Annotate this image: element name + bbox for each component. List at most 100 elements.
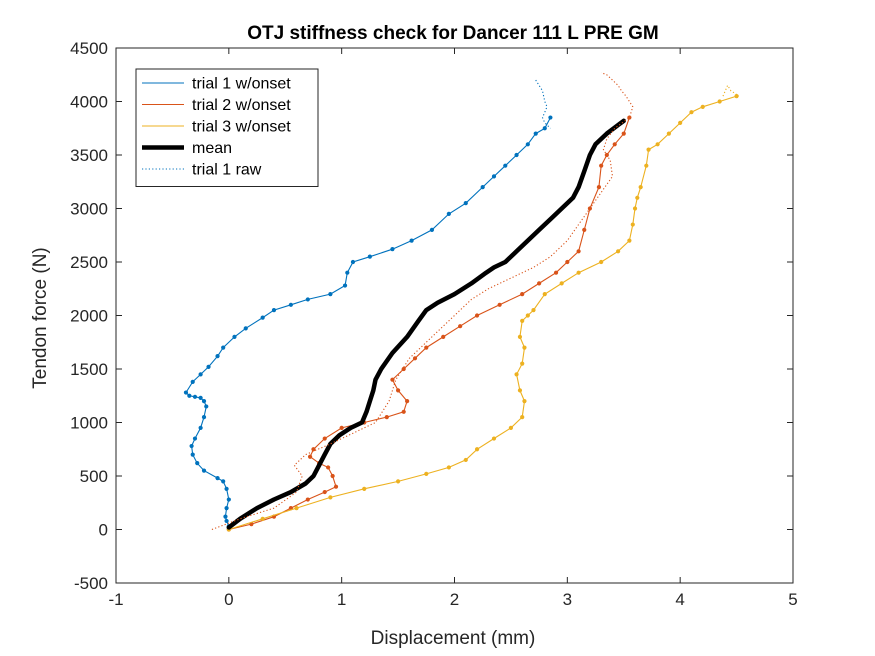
- y-tick-label: 2000: [70, 307, 108, 326]
- data-point-trial-2-w-onset: [621, 131, 626, 136]
- data-point-trial-1-w-onset: [224, 506, 229, 511]
- data-point-trial-1-w-onset: [190, 379, 195, 384]
- data-point-trial-1-w-onset: [198, 395, 203, 400]
- data-point-trial-3-w-onset: [517, 334, 523, 339]
- data-point-trial-3-w-onset: [542, 292, 547, 297]
- data-point-trial-1-w-onset: [243, 326, 248, 331]
- data-point-trial-3-w-onset: [294, 506, 299, 511]
- data-point-trial-3-w-onset: [627, 238, 632, 243]
- data-point-trial-1-w-onset: [409, 238, 414, 243]
- data-point-trial-2-w-onset: [412, 356, 418, 361]
- x-tick-label: 4: [675, 590, 684, 609]
- data-point-trial-1-w-onset: [189, 443, 194, 449]
- y-tick-label: -500: [74, 574, 108, 593]
- data-point-trial-1-w-onset: [260, 315, 265, 320]
- data-point-trial-2-w-onset: [395, 388, 401, 393]
- data-point-trial-2-w-onset: [565, 259, 570, 265]
- data-point-trial-3-w-onset: [491, 436, 497, 441]
- data-point-trial-3-w-onset: [559, 281, 564, 286]
- data-point-trial-3-w-onset: [362, 486, 367, 491]
- data-point-trial-3-w-onset: [689, 110, 694, 115]
- data-point-trial-3-w-onset: [717, 99, 722, 104]
- data-point-trial-1-w-onset: [201, 415, 207, 420]
- data-point-trial-1-w-onset: [215, 354, 220, 359]
- data-point-trial-2-w-onset: [497, 302, 502, 307]
- data-point-trial-1-w-onset: [542, 126, 547, 131]
- data-point-trial-1-w-onset: [204, 404, 209, 409]
- data-point-trial-1-w-onset: [533, 131, 538, 136]
- data-point-trial-2-w-onset: [441, 334, 446, 339]
- data-point-trial-2-w-onset: [330, 473, 335, 479]
- y-tick-label: 500: [80, 467, 108, 486]
- data-point-trial-2-w-onset: [612, 142, 617, 147]
- data-point-trial-2-w-onset: [424, 345, 429, 350]
- data-point-trial-3-w-onset: [576, 270, 581, 275]
- series-line-trial-2-w-onset: [228, 117, 630, 531]
- data-point-trial-3-w-onset: [700, 104, 705, 109]
- data-point-trial-1-w-onset: [192, 436, 198, 441]
- chart-title: OTJ stiffness check for Dancer 111 L PRE…: [247, 23, 658, 44]
- y-tick-label: 1500: [70, 360, 108, 379]
- data-point-trial-2-w-onset: [458, 324, 463, 329]
- data-point-trial-3-w-onset: [638, 185, 643, 190]
- data-point-trial-3-w-onset: [395, 479, 401, 484]
- data-point-trial-3-w-onset: [328, 495, 333, 500]
- data-point-trial-1-w-onset: [221, 479, 226, 484]
- data-point-trial-3-w-onset: [655, 142, 660, 147]
- legend-label: trial 2 w/onset: [192, 97, 291, 114]
- legend-box: [135, 68, 319, 187]
- data-point-trial-2-w-onset: [305, 497, 310, 502]
- data-point-trial-3-w-onset: [424, 471, 429, 476]
- y-tick-label: 4500: [70, 39, 108, 58]
- data-point-trial-1-w-onset: [491, 174, 497, 179]
- data-point-trial-3-w-onset: [517, 388, 523, 393]
- data-point-trial-3-w-onset: [599, 259, 604, 265]
- data-point-trial-1-w-onset: [187, 393, 192, 398]
- data-point-trial-3-w-onset: [531, 308, 536, 313]
- x-tick-label: 5: [788, 590, 797, 609]
- data-point-trial-1-w-onset: [224, 486, 229, 491]
- data-point-trial-3-w-onset: [646, 147, 651, 152]
- data-point-trial-1-w-onset: [548, 115, 553, 120]
- data-point-trial-1-w-onset: [221, 345, 226, 350]
- data-point-trial-1-w-onset: [342, 283, 348, 288]
- x-tick-label: 1: [337, 590, 346, 609]
- data-point-trial-2-w-onset: [582, 227, 587, 232]
- data-point-trial-1-w-onset: [232, 334, 237, 339]
- legend-label: trial 3 w/onset: [192, 119, 291, 136]
- data-point-trial-1-w-onset: [190, 452, 195, 457]
- data-point-trial-2-w-onset: [520, 292, 525, 297]
- data-point-trial-1-w-onset: [288, 302, 293, 307]
- data-point-trial-1-w-onset: [305, 297, 310, 302]
- data-point-trial-2-w-onset: [326, 465, 331, 470]
- data-point-trial-2-w-onset: [322, 436, 327, 441]
- data-point-trial-1-w-onset: [514, 152, 519, 158]
- data-point-trial-2-w-onset: [553, 270, 559, 275]
- data-point-trial-2-w-onset: [599, 163, 604, 168]
- legend-label: trial 1 w/onset: [192, 76, 291, 93]
- data-point-trial-2-w-onset: [405, 399, 410, 404]
- data-point-trial-2-w-onset: [322, 489, 327, 495]
- data-point-trial-3-w-onset: [260, 516, 265, 521]
- y-tick-label: 0: [99, 521, 108, 540]
- data-point-trial-3-w-onset: [446, 465, 451, 470]
- data-point-trial-2-w-onset: [333, 484, 339, 489]
- data-point-trial-2-w-onset: [311, 447, 316, 452]
- data-point-trial-3-w-onset: [522, 399, 527, 404]
- data-point-trial-3-w-onset: [678, 120, 683, 125]
- data-point-trial-3-w-onset: [734, 94, 739, 99]
- data-point-trial-3-w-onset: [463, 457, 468, 463]
- data-point-trial-1-w-onset: [350, 259, 356, 265]
- data-point-trial-1-w-onset: [206, 364, 211, 369]
- data-point-trial-1-w-onset: [328, 292, 333, 297]
- data-point-trial-1-w-onset: [192, 394, 198, 399]
- y-tick-label: 1000: [70, 414, 108, 433]
- data-point-trial-3-w-onset: [514, 372, 519, 377]
- data-point-trial-2-w-onset: [401, 366, 406, 372]
- data-point-trial-1-w-onset: [480, 185, 485, 190]
- data-point-trial-3-w-onset: [520, 361, 525, 366]
- data-point-trial-3-w-onset: [632, 206, 638, 211]
- data-point-trial-1-w-onset: [345, 270, 350, 275]
